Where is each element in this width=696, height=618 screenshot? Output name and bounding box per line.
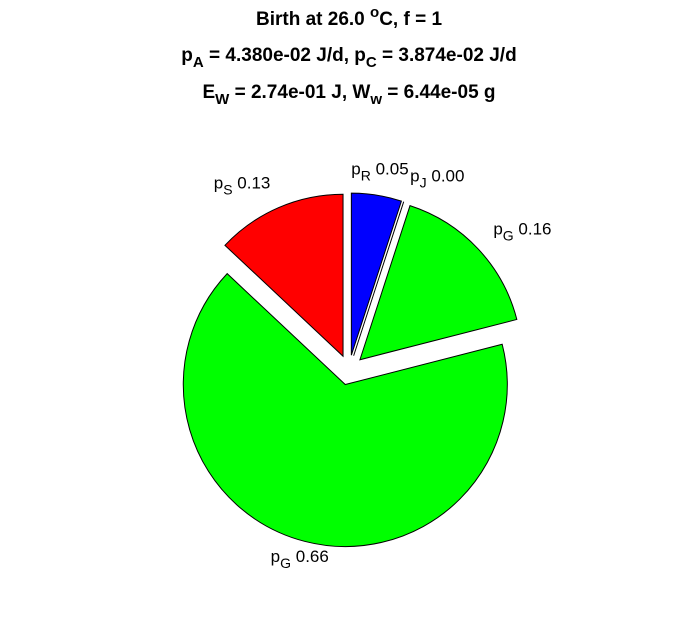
title-segment: = 2.74e-01 J, W (229, 82, 370, 103)
title-segment: = 3.874e-02 J/d (377, 45, 517, 66)
pie-slice (350, 192, 403, 356)
slice-label: pS 0.13 (214, 173, 271, 197)
slice-label: pJ 0.00 (410, 167, 464, 191)
label-sub: J (420, 175, 427, 191)
slice-label: pR 0.05 (351, 159, 408, 183)
title-segment: A (193, 54, 204, 71)
title-segment: w (369, 91, 382, 108)
title-line: EW = 2.74e-01 J, Ww = 6.44e-05 g (202, 82, 495, 108)
title-segment: W (215, 91, 230, 108)
label-value: 0.05 (376, 159, 409, 178)
label-value: 0.13 (237, 173, 270, 192)
title-segment: = 4.380e-02 J/d, p (204, 45, 366, 66)
title-segment: C, f = 1 (379, 9, 442, 30)
pie-slice (182, 272, 508, 548)
title-segment: p (181, 45, 193, 66)
label-sub: S (223, 181, 232, 197)
label-base: p (493, 219, 502, 238)
label-base: p (214, 173, 223, 192)
label-sub: G (503, 227, 514, 243)
title-line: Birth at 26.0 oC, f = 1 (256, 4, 442, 30)
label-sub: R (361, 167, 371, 183)
label-value: 0.66 (296, 547, 329, 566)
title-segment: E (202, 82, 215, 103)
slice-label: pG 0.66 (271, 547, 329, 571)
label-sub: G (280, 555, 291, 571)
title-segment: = 6.44e-05 g (382, 82, 496, 103)
pie-slice (359, 205, 518, 361)
label-base: p (410, 167, 419, 186)
label-base: p (351, 159, 360, 178)
label-value: 0.16 (518, 219, 551, 238)
title-segment: C (366, 54, 377, 71)
label-base: p (271, 547, 280, 566)
label-value: 0.00 (431, 167, 464, 186)
pie-slice (224, 193, 344, 358)
title-line: pA = 4.380e-02 J/d, pC = 3.874e-02 J/d (181, 45, 516, 71)
title-segment: o (370, 4, 379, 21)
title-segment: Birth at 26.0 (256, 9, 370, 30)
pie-slice (353, 201, 405, 356)
slice-label: pG 0.16 (493, 219, 551, 243)
